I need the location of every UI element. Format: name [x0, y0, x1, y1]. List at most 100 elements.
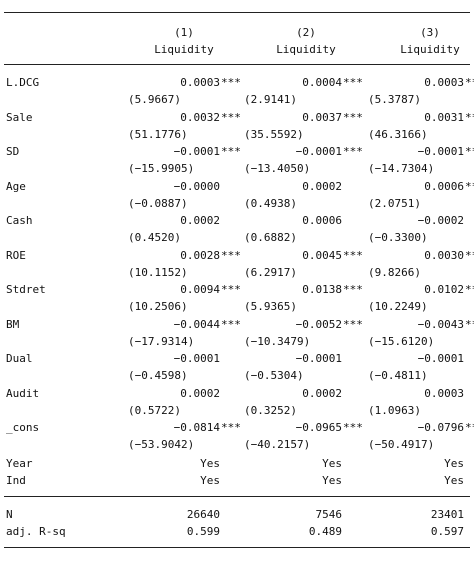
t-statistic: (−14.7304): [368, 162, 435, 175]
coefficient-value: −0.0001: [417, 145, 464, 158]
row-label: Ind: [6, 474, 26, 487]
t-statistic-row: (5.9667) (2.9141) (5.3787): [0, 91, 474, 108]
statistic-row: adj. R-sq 0.599 0.489 0.597: [0, 523, 474, 540]
coefficient-row: Cash 0.0002 0.0006 −0.0002: [0, 212, 474, 229]
significance-stars: ***: [221, 110, 241, 124]
coefficient-value: −0.0001: [417, 352, 464, 365]
column-number: (3): [420, 26, 440, 39]
stats-rule: [4, 496, 470, 497]
coefficient-value: 0.0002: [302, 179, 342, 193]
statistic-row: N 26640 7546 23401: [0, 506, 474, 523]
t-statistic-row: (10.2506) (5.9365) (10.2249): [0, 298, 474, 315]
t-statistic: (51.1776): [128, 127, 188, 141]
coefficient-value: 0.0006: [302, 214, 342, 227]
header-column-numbers: (1) (2) (3): [0, 24, 474, 41]
coefficient-value: 0.0102: [424, 283, 464, 296]
top-rule: [4, 12, 470, 13]
coefficient-value: 0.0094: [180, 283, 220, 296]
statistic-value: 0.489: [308, 525, 342, 538]
row-label: BM: [6, 317, 20, 331]
significance-stars: ***: [343, 145, 363, 158]
t-statistic: (−53.9042): [128, 438, 195, 451]
significance-stars: **: [465, 179, 474, 193]
coefficient-value: 0.0045: [302, 248, 342, 262]
coefficient-value: −0.0043: [417, 317, 464, 331]
coefficient-value: 0.0028: [180, 248, 220, 262]
row-label: adj. R-sq: [6, 525, 66, 538]
column-number: (2): [296, 26, 316, 39]
fixed-effect-value: Yes: [200, 474, 220, 487]
coefficient-value: −0.0001: [295, 145, 342, 158]
row-label: Year: [6, 457, 33, 470]
t-statistic: (1.0963): [368, 403, 421, 417]
significance-stars: ***: [221, 317, 241, 331]
coefficient-value: 0.0003: [424, 76, 464, 89]
t-statistic-row: (−0.0887) (0.4938) (2.0751): [0, 195, 474, 212]
significance-stars: ***: [221, 421, 241, 434]
row-label: Sale: [6, 110, 33, 124]
row-label: Audit: [6, 386, 40, 400]
row-label: SD: [6, 145, 20, 158]
coefficient-value: 0.0002: [302, 386, 342, 400]
fixed-effect-value: Yes: [322, 457, 342, 470]
coefficient-row: SD−0.0001***−0.0001***−0.0001***: [0, 143, 474, 160]
significance-stars: ***: [343, 76, 363, 89]
t-statistic: (2.9141): [244, 93, 297, 106]
t-statistic: (0.6882): [244, 231, 297, 244]
t-statistic-row: (−15.9905) (−13.4050) (−14.7304): [0, 160, 474, 177]
significance-stars: ***: [343, 421, 363, 434]
column-dependent-variable: Liquidity: [154, 43, 214, 56]
coefficient-value: 0.0037: [302, 110, 342, 124]
t-statistic: (9.8266): [368, 265, 421, 279]
t-statistic-row: (−0.4598) (−0.5304) (−0.4811): [0, 367, 474, 384]
significance-stars: ***: [465, 421, 474, 434]
t-statistic: (−10.3479): [244, 334, 311, 348]
t-statistic-row: (51.1776) (35.5592) (46.3166): [0, 126, 474, 143]
significance-stars: ***: [465, 145, 474, 158]
statistic-value: 0.597: [430, 525, 464, 538]
t-statistic: (−17.9314): [128, 334, 195, 348]
row-label: _cons: [6, 421, 40, 434]
row-label: L.DCG: [6, 76, 40, 89]
fixed-effect-value: Yes: [200, 457, 220, 470]
t-statistic: (−0.4811): [368, 369, 428, 382]
coefficient-value: 0.0006: [424, 179, 464, 193]
header-rule: [4, 64, 470, 65]
column-dependent-variable: Liquidity: [276, 43, 336, 56]
t-statistic-row: (−53.9042) (−40.2157) (−50.4917): [0, 436, 474, 453]
column-dependent-variable: Liquidity: [400, 43, 460, 56]
significance-stars: ***: [465, 76, 474, 89]
t-statistic: (−0.5304): [244, 369, 304, 382]
statistic-value: 26640: [186, 508, 220, 521]
t-statistic: (0.4520): [128, 231, 181, 244]
significance-stars: ***: [343, 248, 363, 262]
statistic-value: 7546: [315, 508, 343, 521]
t-statistic: (−15.9905): [128, 162, 195, 175]
significance-stars: ***: [465, 317, 474, 331]
statistic-value: 23401: [430, 508, 464, 521]
coefficient-value: −0.0002: [417, 214, 464, 227]
t-statistic: (−50.4917): [368, 438, 435, 451]
significance-stars: ***: [221, 76, 241, 89]
t-statistic-row: (0.4520) (0.6882) (−0.3300): [0, 229, 474, 246]
bottom-rule: [4, 547, 470, 548]
fixed-effect-value: Yes: [322, 474, 342, 487]
coefficient-value: 0.0002: [180, 386, 220, 400]
coefficient-value: 0.0004: [302, 76, 342, 89]
coefficient-row: Age −0.0000 0.0002 0.0006**: [0, 178, 474, 195]
t-statistic: (0.4938): [244, 196, 297, 210]
fixed-effect-value: Yes: [444, 457, 464, 470]
row-label: ROE: [6, 248, 26, 262]
coefficient-row: Dual −0.0001 −0.0001 −0.0001: [0, 350, 474, 367]
t-statistic: (−0.4598): [128, 369, 188, 382]
coefficient-row: BM−0.0044***−0.0052***−0.0043***: [0, 316, 474, 333]
t-statistic: (−15.6120): [368, 334, 435, 348]
coefficient-value: −0.0814: [173, 421, 220, 434]
t-statistic: (5.9365): [244, 300, 297, 313]
header-dependent-variable: Liquidity Liquidity Liquidity: [0, 41, 474, 58]
row-label: N: [6, 508, 13, 521]
